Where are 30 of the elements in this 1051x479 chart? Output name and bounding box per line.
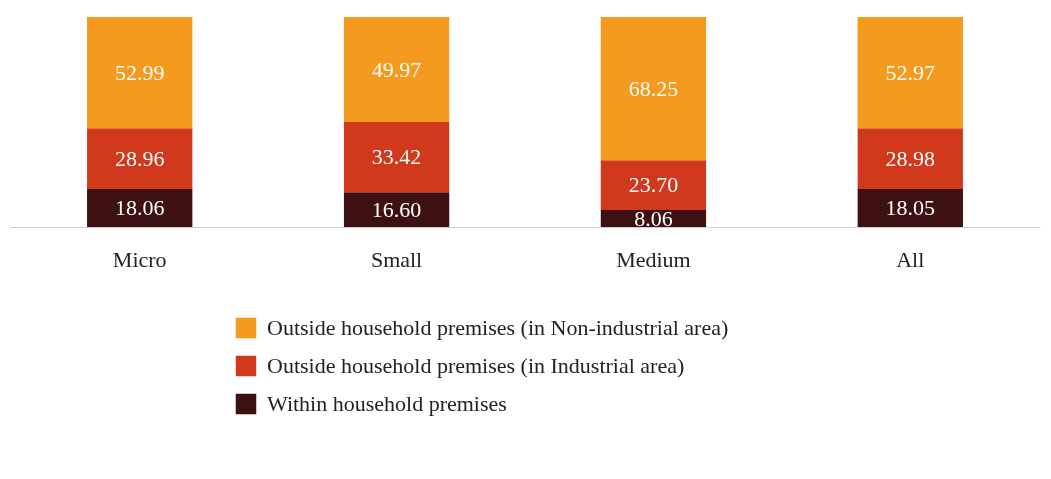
legend-label: Outside household premises (in Industrial area) [267,353,685,378]
legend-label: Outside household premises (in Non-industrial area) [267,315,729,340]
data-label: 52.97 [885,59,936,85]
bar [600,160,707,211]
data-label: 18.05 [885,195,936,221]
data-label: 33.42 [371,144,422,170]
bar [343,17,450,122]
data-label: 52.99 [114,59,165,85]
legend-label: Within household premises [267,391,507,416]
data-label: 23.70 [628,172,679,198]
bar [343,121,450,193]
bar [87,128,193,190]
x-tick-label: Small [370,246,423,272]
data-label: 49.97 [371,56,422,82]
bar [343,192,450,227]
x-tick-label: All [896,246,925,272]
bar [857,128,963,190]
x-tick-label: Micro [112,246,167,272]
data-label: 28.98 [885,145,936,171]
bar [600,17,707,161]
data-label: 28.96 [114,145,165,171]
bar [857,189,963,227]
data-label: 18.06 [114,195,165,221]
data-label: 8.06 [634,205,673,231]
data-label: 68.25 [628,75,679,101]
data-label: 16.60 [371,196,422,222]
bar [857,17,963,129]
bar [87,17,193,129]
bar [87,189,193,227]
x-tick-label: Medium [616,246,691,272]
